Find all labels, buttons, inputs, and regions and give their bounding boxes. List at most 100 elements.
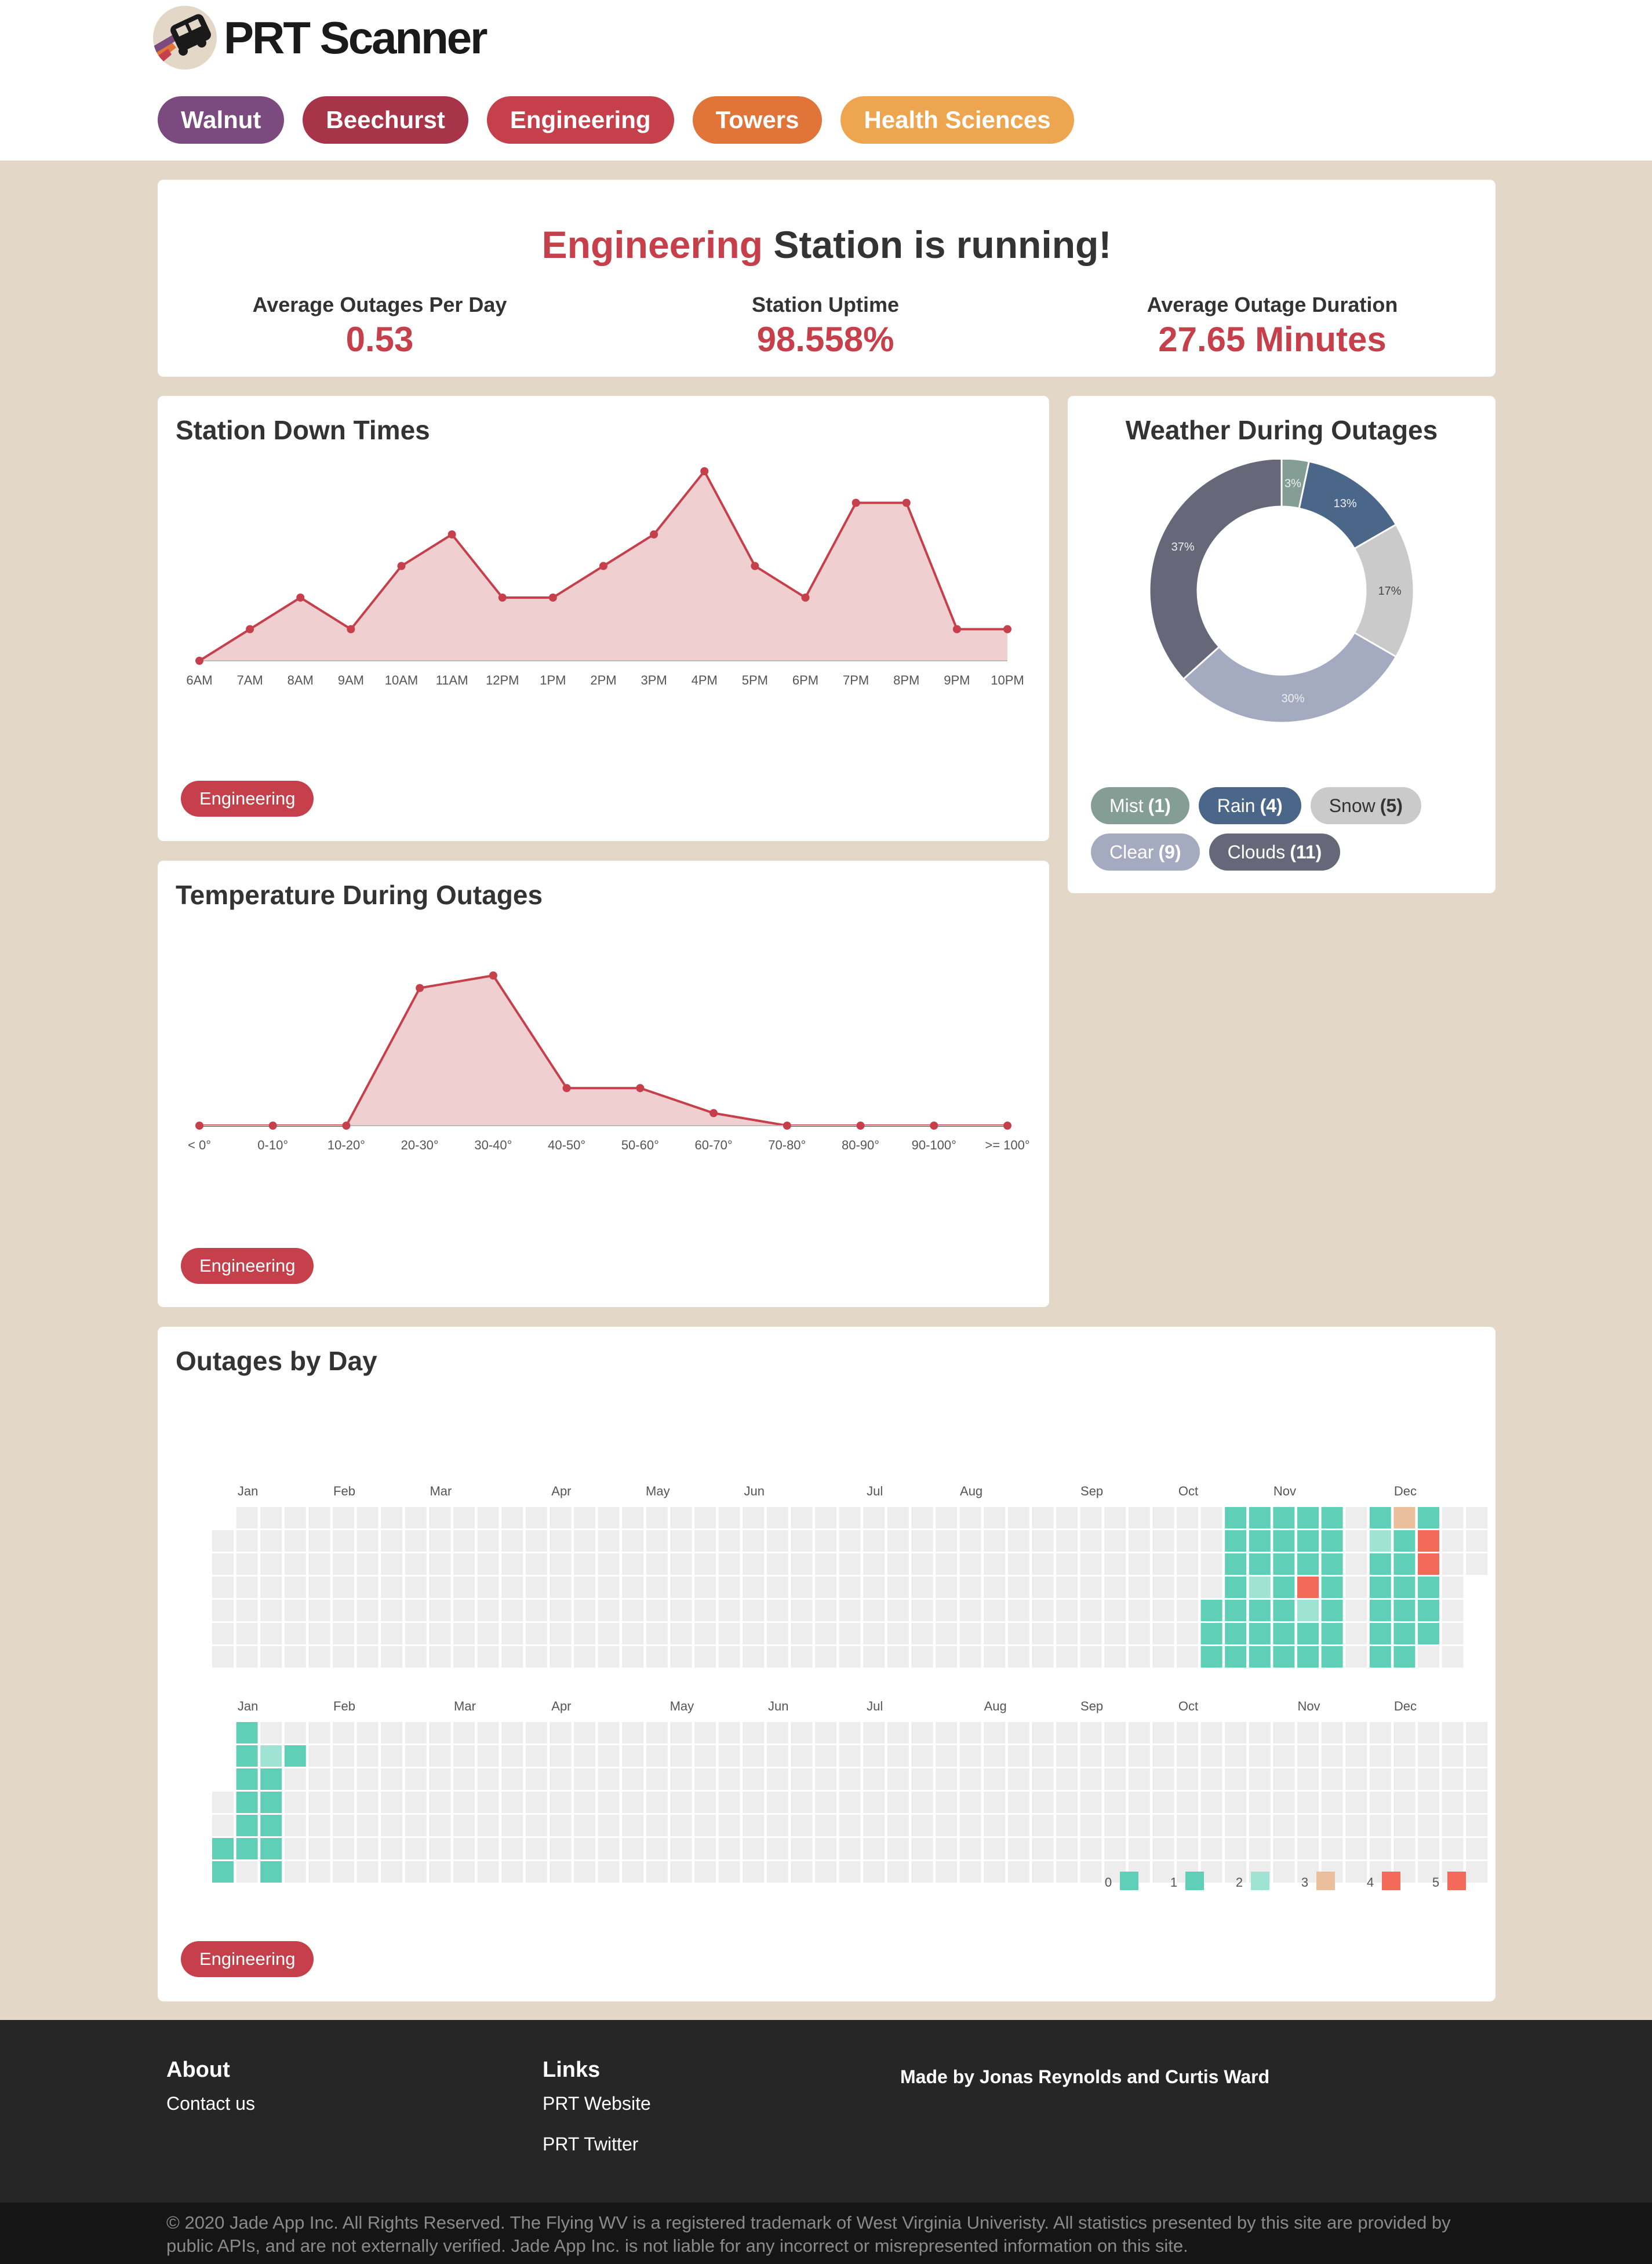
day-cell[interactable]: [260, 1530, 282, 1552]
day-cell[interactable]: [863, 1745, 885, 1767]
day-cell[interactable]: [1297, 1507, 1319, 1528]
day-cell[interactable]: [1177, 1792, 1198, 1813]
day-cell[interactable]: [1249, 1722, 1271, 1744]
station-tag[interactable]: Engineering: [181, 1941, 314, 1977]
day-cell[interactable]: [598, 1623, 620, 1644]
day-cell[interactable]: [863, 1507, 885, 1528]
day-cell[interactable]: [477, 1768, 499, 1790]
day-cell[interactable]: [1321, 1577, 1343, 1598]
day-cell[interactable]: [598, 1838, 620, 1859]
slice-clear[interactable]: [1182, 631, 1398, 724]
nav-health-sciences[interactable]: Health Sciences: [840, 96, 1074, 144]
day-cell[interactable]: [1273, 1722, 1295, 1744]
day-cell[interactable]: [550, 1768, 572, 1790]
day-cell[interactable]: [1393, 1530, 1416, 1552]
day-cell[interactable]: [1249, 1530, 1271, 1552]
station-tag[interactable]: Engineering: [181, 781, 314, 817]
day-cell[interactable]: [1393, 1768, 1416, 1790]
day-cell[interactable]: [1104, 1530, 1126, 1552]
day-cell[interactable]: [356, 1600, 379, 1621]
day-cell[interactable]: [429, 1600, 451, 1621]
day-cell[interactable]: [887, 1838, 909, 1859]
data-point[interactable]: [709, 1109, 718, 1118]
day-cell[interactable]: [429, 1815, 451, 1836]
day-cell[interactable]: [1249, 1623, 1271, 1644]
day-cell[interactable]: [766, 1507, 788, 1528]
day-cell[interactable]: [694, 1722, 716, 1744]
legend-clouds[interactable]: Clouds (11): [1209, 833, 1341, 871]
day-cell[interactable]: [911, 1646, 933, 1668]
day-cell[interactable]: [670, 1815, 692, 1836]
day-cell[interactable]: [333, 1577, 354, 1598]
day-cell[interactable]: [598, 1553, 620, 1575]
day-cell[interactable]: [1128, 1722, 1150, 1744]
day-cell[interactable]: [236, 1623, 258, 1644]
day-cell[interactable]: [936, 1745, 957, 1767]
day-cell[interactable]: [743, 1530, 765, 1552]
day-cell[interactable]: [236, 1815, 258, 1836]
day-cell[interactable]: [308, 1745, 330, 1767]
day-cell[interactable]: [1369, 1838, 1391, 1859]
day-cell[interactable]: [1080, 1600, 1102, 1621]
day-cell[interactable]: [839, 1792, 861, 1813]
day-cell[interactable]: [670, 1768, 692, 1790]
day-cell[interactable]: [1345, 1815, 1367, 1836]
day-cell[interactable]: [333, 1792, 354, 1813]
day-cell[interactable]: [550, 1815, 572, 1836]
day-cell[interactable]: [453, 1838, 475, 1859]
day-cell[interactable]: [1442, 1815, 1464, 1836]
day-cell[interactable]: [1418, 1768, 1439, 1790]
day-cell[interactable]: [1177, 1722, 1198, 1744]
nav-towers[interactable]: Towers: [692, 96, 823, 144]
day-cell[interactable]: [984, 1815, 1006, 1836]
data-point[interactable]: [296, 594, 305, 602]
day-cell[interactable]: [356, 1530, 379, 1552]
day-cell[interactable]: [646, 1507, 668, 1528]
day-cell[interactable]: [453, 1861, 475, 1883]
day-cell[interactable]: [260, 1861, 282, 1883]
day-cell[interactable]: [1321, 1507, 1343, 1528]
day-cell[interactable]: [525, 1530, 547, 1552]
data-point[interactable]: [902, 498, 911, 507]
day-cell[interactable]: [622, 1838, 644, 1859]
day-cell[interactable]: [1032, 1646, 1054, 1668]
day-cell[interactable]: [959, 1745, 981, 1767]
day-cell[interactable]: [1442, 1553, 1464, 1575]
data-point[interactable]: [783, 1122, 791, 1130]
day-cell[interactable]: [1056, 1530, 1078, 1552]
day-cell[interactable]: [839, 1838, 861, 1859]
day-cell[interactable]: [670, 1530, 692, 1552]
day-cell[interactable]: [887, 1530, 909, 1552]
day-cell[interactable]: [766, 1815, 788, 1836]
day-cell[interactable]: [260, 1815, 282, 1836]
day-cell[interactable]: [622, 1507, 644, 1528]
day-cell[interactable]: [911, 1768, 933, 1790]
day-cell[interactable]: [718, 1722, 740, 1744]
day-cell[interactable]: [766, 1722, 788, 1744]
day-cell[interactable]: [863, 1815, 885, 1836]
day-cell[interactable]: [718, 1553, 740, 1575]
day-cell[interactable]: [936, 1722, 957, 1744]
day-cell[interactable]: [622, 1600, 644, 1621]
day-cell[interactable]: [405, 1722, 427, 1744]
day-cell[interactable]: [260, 1623, 282, 1644]
day-cell[interactable]: [646, 1768, 668, 1790]
day-cell[interactable]: [1152, 1722, 1174, 1744]
day-cell[interactable]: [405, 1815, 427, 1836]
data-point[interactable]: [195, 657, 203, 665]
day-cell[interactable]: [815, 1623, 836, 1644]
day-cell[interactable]: [1345, 1623, 1367, 1644]
station-tag[interactable]: Engineering: [181, 1248, 314, 1284]
day-cell[interactable]: [1104, 1623, 1126, 1644]
day-cell[interactable]: [1369, 1768, 1391, 1790]
day-cell[interactable]: [863, 1722, 885, 1744]
day-cell[interactable]: [1466, 1553, 1488, 1575]
day-cell[interactable]: [598, 1861, 620, 1883]
day-cell[interactable]: [1225, 1577, 1247, 1598]
day-cell[interactable]: [1152, 1507, 1174, 1528]
day-cell[interactable]: [959, 1861, 981, 1883]
prt-twitter-link[interactable]: PRT Twitter: [543, 2134, 639, 2154]
day-cell[interactable]: [212, 1553, 234, 1575]
day-cell[interactable]: [646, 1646, 668, 1668]
day-cell[interactable]: [1249, 1838, 1271, 1859]
